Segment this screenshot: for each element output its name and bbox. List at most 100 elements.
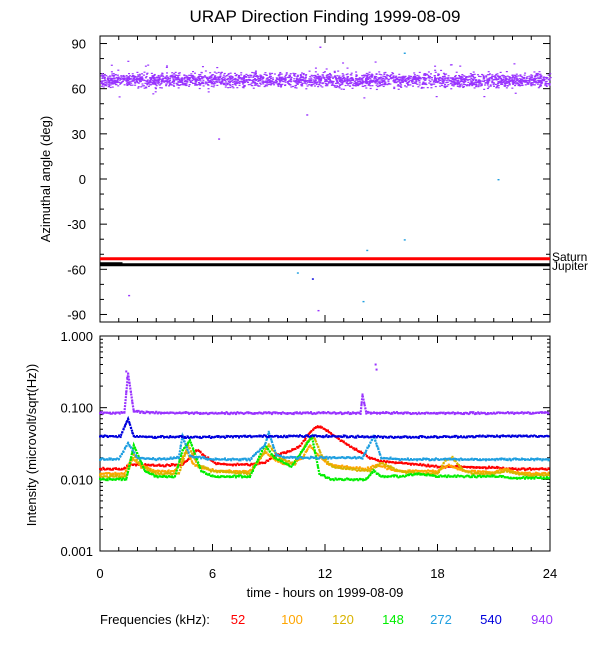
azimuth-point (169, 79, 172, 81)
azimuth-point (107, 81, 110, 83)
azimuth-point (255, 79, 258, 82)
azimuth-point (284, 80, 287, 82)
azimuth-point (482, 80, 485, 83)
series-point-940 (142, 412, 145, 415)
series-point-540 (314, 434, 317, 437)
series-point-272 (458, 459, 461, 462)
azimuth-point (317, 86, 320, 88)
series-point-120 (244, 471, 247, 474)
azimuth-point (501, 80, 504, 82)
azimuth-point (342, 62, 345, 64)
series-point-120 (436, 472, 439, 475)
azimuth-point (194, 84, 197, 86)
series-point-272 (466, 458, 469, 461)
series-point-540 (517, 434, 520, 437)
series-point-52 (264, 462, 266, 465)
azimuth-point (538, 80, 541, 83)
azimuth-point (300, 75, 303, 77)
azimuth-point (547, 74, 550, 76)
series-point-940 (428, 412, 431, 415)
series-point-540 (259, 434, 262, 437)
azimuth-point (398, 73, 401, 75)
series-point-940 (413, 412, 416, 415)
azimuth-point (245, 79, 248, 81)
azimuth-point (106, 79, 109, 81)
azimuth-point (418, 80, 421, 82)
azimuth-point (280, 85, 283, 87)
azimuth-point (288, 75, 291, 77)
series-point-148 (397, 476, 400, 479)
azimuth-outlier (306, 114, 309, 116)
azimuth-point (231, 83, 234, 86)
azimuth-point (178, 72, 181, 74)
series-point-272 (288, 456, 291, 459)
series-point-100 (499, 468, 502, 471)
azimuth-point (541, 78, 544, 81)
azimuth-point (496, 82, 499, 85)
series-point-940 (270, 413, 273, 416)
series-point-940 (455, 412, 458, 415)
azimuth-point (467, 81, 470, 83)
azimuth-point (519, 80, 522, 82)
series-point-100 (413, 469, 416, 472)
series-point-52 (283, 451, 286, 454)
series-point-540 (513, 435, 516, 438)
series-point-100 (533, 472, 536, 475)
azimuth-point (316, 81, 319, 83)
series-point-52 (395, 461, 398, 464)
series-point-120 (105, 475, 108, 478)
azimuth-point (153, 81, 156, 83)
series-point-52 (355, 447, 358, 450)
reference-label-jupiter: Jupiter (552, 259, 588, 273)
azimuth-point (401, 76, 404, 78)
series-point-100 (124, 470, 127, 473)
azimuth-point (137, 86, 140, 88)
series-point-148 (303, 447, 306, 450)
series-point-52 (327, 429, 329, 432)
series-point-540 (325, 434, 328, 437)
series-point-148 (334, 477, 337, 480)
series-point-272 (322, 457, 325, 460)
series-point-52 (400, 461, 403, 464)
azimuth-point (432, 83, 435, 85)
series-point-52 (187, 458, 190, 461)
azimuth-point (285, 77, 288, 79)
azimuth-point (328, 78, 331, 81)
series-point-940 (416, 413, 419, 416)
series-point-940 (344, 411, 347, 414)
series-point-52 (438, 466, 441, 469)
series-point-940 (283, 412, 286, 415)
azimuth-point (299, 79, 302, 81)
series-point-120 (430, 472, 433, 475)
azimuth-point (472, 77, 475, 79)
series-point-540 (358, 435, 361, 438)
series-point-100 (152, 469, 155, 472)
series-point-100 (338, 465, 341, 468)
series-point-540 (139, 435, 142, 438)
series-point-52 (375, 459, 378, 462)
azimuth-point (240, 74, 243, 76)
series-point-120 (326, 461, 329, 464)
series-point-940 (178, 411, 181, 414)
series-point-272 (147, 457, 150, 460)
series-point-100 (135, 460, 138, 463)
series-point-52 (162, 465, 165, 468)
azimuth-point (213, 84, 216, 86)
series-point-148 (525, 475, 528, 478)
azimuth-point (309, 76, 312, 78)
series-point-120 (533, 474, 536, 477)
series-point-120 (220, 470, 223, 473)
legend-title: Frequencies (kHz): (100, 612, 210, 627)
azimuth-point (265, 74, 268, 76)
azimuth-point (513, 76, 516, 78)
azimuth-point (533, 77, 536, 79)
series-point-272 (386, 457, 389, 460)
azimuth-point (202, 79, 205, 81)
azimuth-point (263, 81, 266, 83)
azimuth-point (111, 73, 114, 75)
series-point-52 (461, 466, 464, 469)
azimuth-point (338, 79, 341, 81)
azimuth-point (366, 76, 369, 78)
azimuth-point (227, 82, 230, 84)
azimuth-point (256, 77, 259, 79)
